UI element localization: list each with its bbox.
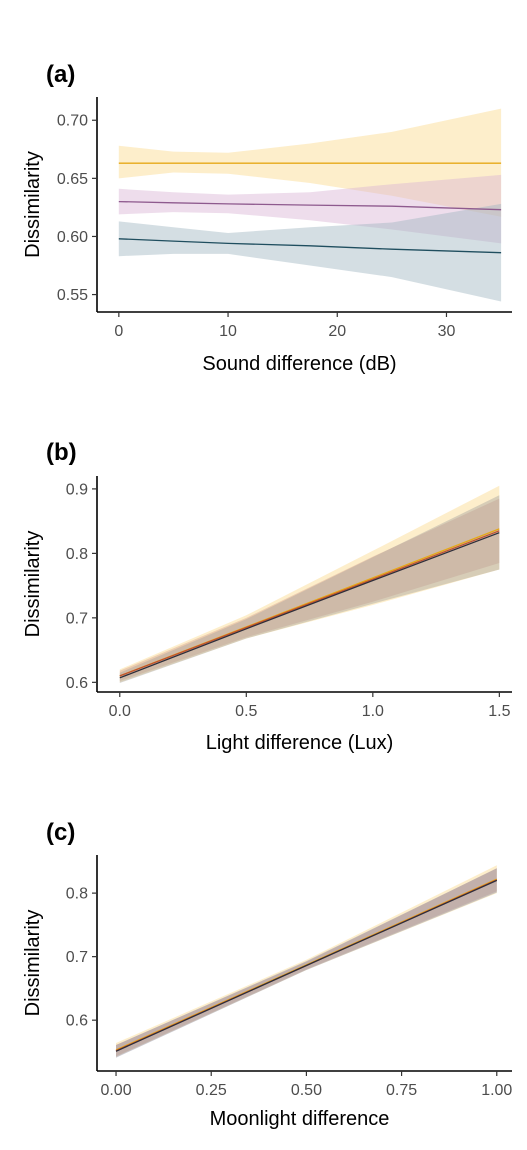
x-tick-label: 20: [328, 323, 346, 340]
y-tick-label: 0.6: [66, 675, 88, 692]
y-axis-title: Dissimilarity: [22, 151, 44, 258]
y-tick-label: 0.7: [66, 610, 88, 627]
x-tick-label: 0.25: [196, 1082, 227, 1099]
series-line-0: [115, 878, 498, 1051]
y-tick-label: 0.8: [66, 886, 88, 903]
series-line-2: [119, 532, 500, 679]
y-tick-label: 0.70: [57, 113, 88, 130]
series-line-2: [115, 879, 498, 1052]
y-tick-label: 0.60: [57, 229, 88, 246]
panel-a: 0.55 0.60 0.65 0.70 0 10 20 30 Sound difference …: [22, 61, 512, 375]
series-line-1: [118, 200, 502, 211]
confidence-band-2: [119, 495, 500, 683]
y-tick-label: 0.55: [57, 287, 88, 304]
y-tick-label: 0.9: [66, 481, 88, 498]
x-tick-label: 0.00: [100, 1082, 131, 1099]
panel-label: (b): [46, 439, 77, 466]
x-tick-label: 1.5: [488, 703, 510, 720]
x-tick-label: 0.0: [109, 703, 131, 720]
x-tick-label: 10: [219, 323, 237, 340]
confidence-band-1: [116, 868, 497, 1057]
x-tick-label: 0.50: [291, 1082, 322, 1099]
x-axis-title: Moonlight difference: [210, 1108, 390, 1130]
confidence-band-2: [116, 868, 497, 1058]
y-tick-label: 0.7: [66, 949, 88, 966]
confidence-band-1: [118, 174, 502, 244]
x-tick-label: 0: [114, 323, 123, 340]
y-tick-label: 0.8: [66, 546, 88, 563]
y-axis-title: Dissimilarity: [22, 910, 44, 1017]
x-axis-title: Light difference (Lux): [206, 732, 394, 754]
x-tick-label: 30: [438, 323, 456, 340]
panel-b: 0.6 0.7 0.8 0.9 0.0 0.5 1.0 1.5 Light difference…: [22, 439, 512, 754]
y-tick-label: 0.6: [66, 1013, 88, 1030]
panel-c: 0.6 0.7 0.8 0.00 0.25 0.50 0.75 1.00 Moonlight d…: [22, 819, 512, 1130]
panel-label: (a): [46, 61, 75, 88]
confidence-band-2: [118, 203, 502, 302]
x-tick-label: 1.00: [481, 1082, 512, 1099]
x-tick-label: 0.75: [386, 1082, 417, 1099]
x-tick-label: 1.0: [362, 703, 384, 720]
series-line-1: [119, 530, 500, 677]
confidence-band-0: [119, 485, 500, 683]
y-tick-label: 0.65: [57, 171, 88, 188]
y-axis-title: Dissimilarity: [22, 531, 44, 638]
x-tick-label: 0.5: [235, 703, 257, 720]
series-line-2: [118, 238, 502, 254]
panel-label: (c): [46, 819, 75, 846]
x-axis-title: Sound difference (dB): [202, 353, 396, 375]
confidence-band-1: [119, 498, 500, 681]
